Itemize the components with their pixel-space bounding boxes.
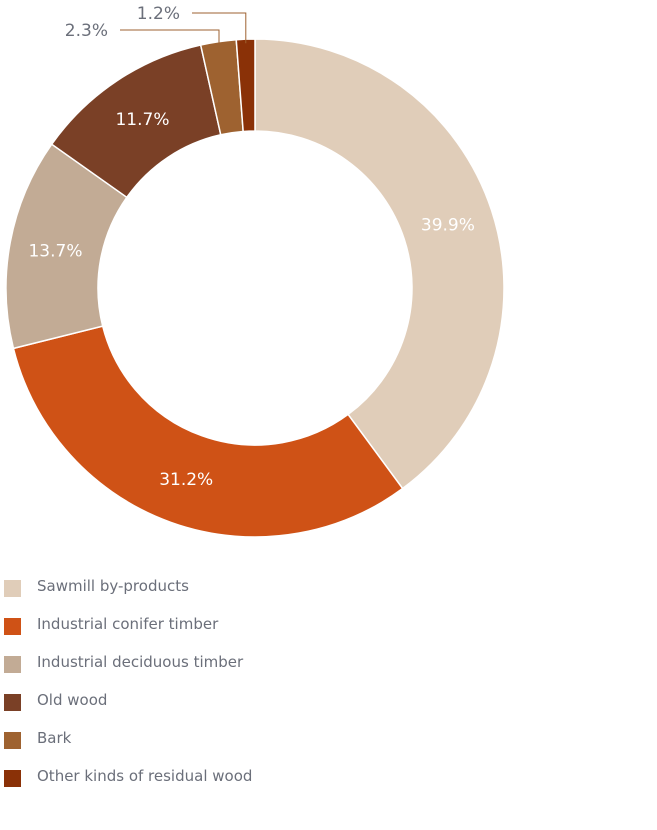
data-label-bark: 2.3% [65, 21, 108, 41]
legend-item-other-kinds-of-residual-wood: Other kinds of residual wood [0, 759, 657, 797]
legend-item-industrial-conifer-timber: Industrial conifer timber [0, 607, 657, 645]
legend-swatch [4, 618, 21, 635]
legend-swatch [4, 770, 21, 787]
donut-data-labels: 39.9% 31.2% 13.7% 11.7% 2.3% 1.2% [28, 4, 474, 490]
legend-item-old-wood: Old wood [0, 683, 657, 721]
legend-swatch [4, 694, 21, 711]
legend-label: Industrial conifer timber [37, 615, 219, 633]
legend-swatch [4, 732, 21, 749]
data-label-sawmill-by-products: 39.9% [421, 216, 475, 236]
slice-sawmill-by-products [254, 38, 505, 490]
data-label-old-wood: 11.7% [115, 110, 169, 130]
donut-chart: 39.9% 31.2% 13.7% 11.7% 2.3% 1.2% [5, 4, 505, 538]
legend-swatch [4, 656, 21, 673]
legend-swatch [4, 580, 21, 597]
legend-label: Sawmill by-products [37, 577, 189, 595]
legend-label: Industrial deciduous timber [37, 653, 244, 671]
data-label-other-kinds-of-residual-wood: 1.2% [137, 4, 180, 24]
chart-legend: Sawmill by-products Industrial conifer ti… [0, 569, 657, 797]
legend-label: Other kinds of residual wood [37, 767, 253, 785]
leader-line-bark [120, 29, 220, 46]
legend-label: Old wood [37, 691, 108, 709]
slice-other-kinds-of-residual-wood [235, 38, 256, 133]
data-label-industrial-conifer-timber: 31.2% [159, 470, 213, 490]
leader-line-other-kinds-of-residual-wood [192, 12, 247, 44]
slice-industrial-conifer-timber [12, 325, 404, 538]
legend-item-bark: Bark [0, 721, 657, 759]
data-label-industrial-deciduous-timber: 13.7% [28, 242, 82, 262]
legend-item-sawmill-by-products: Sawmill by-products [0, 569, 657, 607]
legend-label: Bark [37, 729, 72, 747]
donut-slices [5, 38, 505, 538]
legend-item-industrial-deciduous-timber: Industrial deciduous timber [0, 645, 657, 683]
